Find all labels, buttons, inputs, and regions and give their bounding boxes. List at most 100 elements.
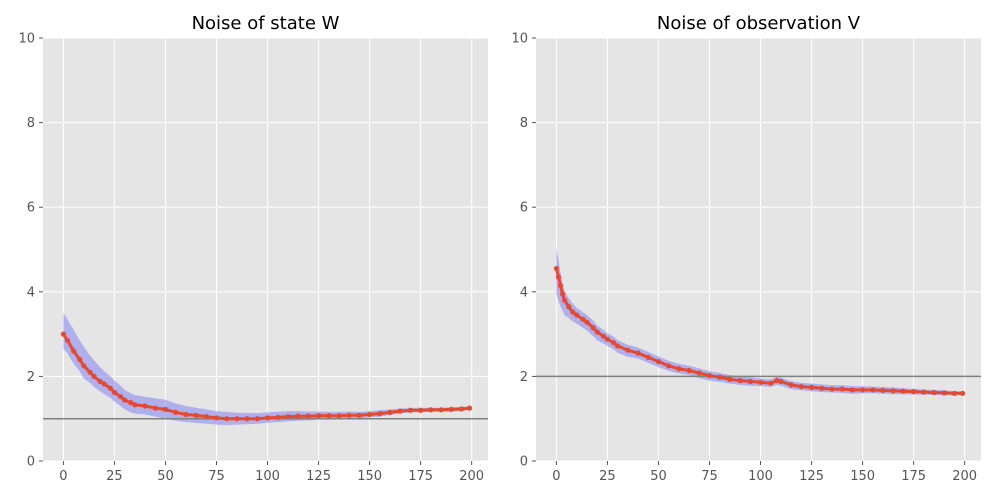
- data-point: [941, 390, 947, 396]
- data-point: [778, 378, 784, 385]
- data-point: [173, 409, 179, 415]
- x-tick-label: 0: [552, 469, 560, 484]
- data-point: [97, 378, 103, 385]
- data-point: [768, 380, 774, 386]
- data-point: [132, 402, 138, 408]
- data-point: [798, 383, 804, 390]
- data-point: [254, 416, 260, 422]
- data-point: [295, 413, 301, 419]
- data-point: [921, 389, 927, 395]
- y-tick-label: 2: [27, 370, 35, 385]
- data-point: [407, 407, 414, 413]
- chart-title: Noise of observation V: [657, 13, 861, 34]
- data-point: [880, 387, 886, 393]
- data-point: [666, 363, 672, 369]
- x-tick-label: 125: [799, 469, 824, 484]
- data-point: [64, 337, 71, 344]
- data-point: [931, 389, 937, 396]
- x-tick-label: 150: [850, 469, 875, 484]
- data-point: [315, 413, 322, 419]
- data-point: [706, 372, 713, 379]
- data-point: [676, 366, 682, 372]
- data-point: [346, 412, 352, 418]
- x-tick-label: 100: [255, 469, 280, 484]
- x-tick-label: 25: [106, 469, 123, 484]
- chart-title: Noise of state W: [192, 13, 340, 34]
- data-point: [860, 387, 866, 393]
- data-point: [788, 382, 794, 388]
- data-point: [438, 407, 444, 413]
- data-point: [193, 412, 199, 418]
- data-point: [122, 397, 128, 403]
- data-point: [418, 407, 424, 413]
- data-point: [142, 403, 148, 409]
- data-point: [458, 406, 465, 412]
- data-point: [747, 378, 753, 385]
- y-tick-label: 6: [27, 201, 35, 216]
- data-point: [849, 387, 855, 393]
- data-point: [117, 394, 124, 400]
- x-tick-label: 0: [59, 469, 67, 484]
- data-point: [387, 409, 393, 415]
- x-tick-label: 200: [459, 469, 484, 484]
- chart-panel-state-w: 0 25 50 75 100 125 150 175 200 0 2 4 6 8 10 Noise of st…: [18, 13, 488, 484]
- data-point: [757, 379, 764, 385]
- y-tick-label: 8: [27, 116, 35, 131]
- plot-background: [43, 38, 488, 461]
- data-point: [890, 388, 896, 394]
- data-point: [557, 282, 564, 289]
- data-point: [819, 385, 825, 391]
- data-point: [625, 347, 631, 353]
- chart-panel-observation-v: 0 25 50 75 100 125 150 175 200 0 2 4 6 8 10 Noise of ob…: [511, 13, 981, 484]
- data-point: [305, 413, 311, 419]
- x-tick-label: 150: [357, 469, 382, 484]
- data-point: [555, 274, 562, 280]
- data-point: [428, 407, 434, 413]
- data-point: [686, 367, 692, 374]
- x-tick-label: 50: [157, 469, 174, 484]
- data-point: [77, 356, 83, 363]
- data-point: [91, 373, 97, 379]
- data-point: [448, 406, 454, 412]
- data-point: [600, 333, 606, 339]
- data-point: [911, 389, 917, 395]
- plot-background: [536, 38, 981, 461]
- data-point: [610, 339, 617, 346]
- y-tick-label: 2: [520, 370, 528, 385]
- x-tick-label: 200: [952, 469, 977, 484]
- data-point: [213, 415, 220, 421]
- data-point: [727, 376, 733, 382]
- y-tick-label: 0: [520, 455, 528, 470]
- data-point: [561, 297, 568, 303]
- data-point: [162, 406, 169, 412]
- x-tick-label: 175: [408, 469, 433, 484]
- data-point: [570, 309, 576, 315]
- x-tick-label: 175: [901, 469, 926, 484]
- data-point: [553, 265, 560, 272]
- data-point: [234, 416, 240, 422]
- data-point: [580, 316, 586, 322]
- data-point: [774, 378, 780, 384]
- data-point: [111, 389, 118, 396]
- y-tick-label: 0: [27, 455, 35, 470]
- data-point: [594, 329, 600, 335]
- data-point: [377, 411, 383, 417]
- data-point: [275, 414, 281, 421]
- x-tick-label: 75: [701, 469, 718, 484]
- data-point: [224, 416, 230, 422]
- data-point: [574, 312, 580, 318]
- data-point: [960, 390, 966, 396]
- x-tick-label: 50: [650, 469, 667, 484]
- data-point: [101, 381, 107, 387]
- uncertainty-band: [556, 247, 963, 396]
- y-tick-label: 4: [27, 285, 35, 300]
- data-point: [655, 358, 662, 365]
- data-point: [60, 331, 67, 337]
- data-point: [107, 385, 113, 391]
- data-point: [870, 387, 876, 393]
- data-point: [951, 390, 958, 396]
- data-point: [336, 413, 342, 419]
- data-point: [152, 405, 158, 411]
- data-point: [737, 378, 743, 384]
